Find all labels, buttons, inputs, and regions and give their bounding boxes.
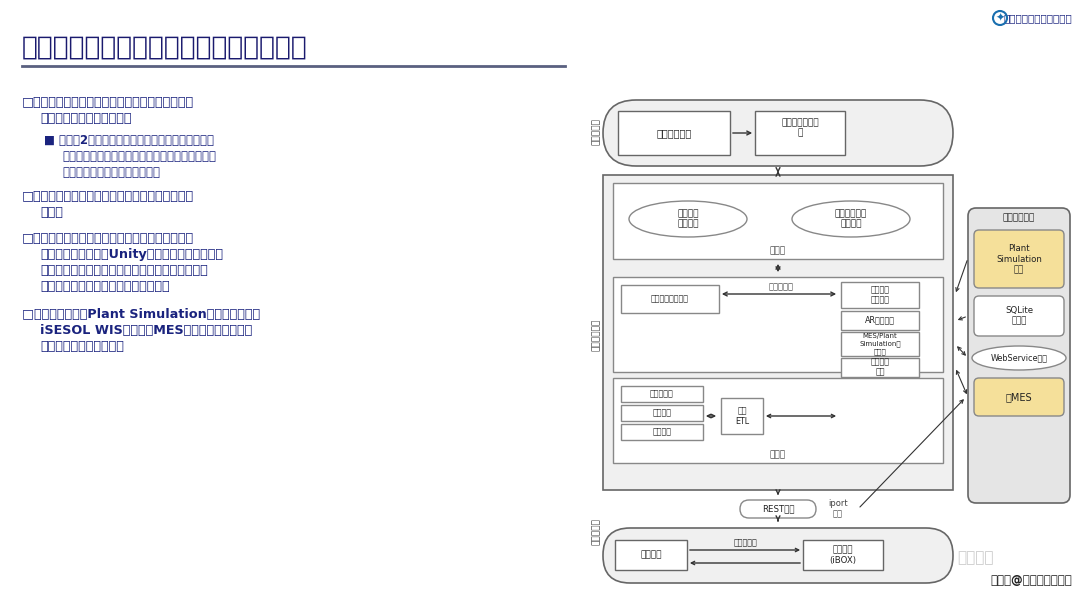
Bar [613, 183, 943, 259]
Bar [841, 332, 919, 356]
Text: 生产设备: 生产设备 [640, 550, 662, 559]
FancyBboxPatch shape [603, 100, 953, 166]
Text: 虚拟模型层: 虚拟模型层 [592, 119, 600, 145]
Text: 字孪生引擎部分包括了数字孪生系统的服务功能，: 字孪生引擎部分包括了数字孪生系统的服务功能， [62, 150, 216, 163]
Bar [615, 540, 687, 570]
Text: 生产数据: 生产数据 [652, 427, 672, 437]
Text: 云MES: 云MES [1005, 392, 1032, 402]
Text: ■ 参考第2章的实现框架，因为是原型系统，所以数: ■ 参考第2章的实现框架，因为是原型系统，所以数 [44, 134, 214, 147]
FancyBboxPatch shape [974, 296, 1064, 336]
Text: 三维虚拟模型: 三维虚拟模型 [657, 128, 691, 138]
Text: 设备健康
评估模型: 设备健康 评估模型 [677, 209, 699, 229]
Text: 设备交互
接口: 设备交互 接口 [870, 358, 890, 377]
Text: WebService接口: WebService接口 [990, 353, 1048, 362]
Text: AR交互接口: AR交互接口 [865, 316, 895, 325]
Text: iSESOL WIS提供的云MES，为数字孪生引擎提: iSESOL WIS提供的云MES，为数字孪生引擎提 [40, 324, 253, 337]
Text: 虚拟模型也承担了部分人机交互功能。: 虚拟模型也承担了部分人机交互功能。 [40, 280, 170, 293]
Bar [621, 285, 719, 313]
Text: 数字孪生技术与工程实践: 数字孪生技术与工程实践 [1003, 13, 1072, 23]
FancyBboxPatch shape [740, 500, 816, 518]
Text: 引擎和虚拟模型层三部分。: 引擎和虚拟模型层三部分。 [40, 112, 132, 125]
Text: 搜狐号@镁行链盟研究院: 搜狐号@镁行链盟研究院 [990, 573, 1072, 587]
Text: 虚拟动作。部分信息在通过虚拟模型展示，因此，: 虚拟动作。部分信息在通过虚拟模型展示，因此， [40, 264, 207, 277]
FancyBboxPatch shape [603, 528, 953, 583]
Bar [841, 358, 919, 377]
Bar [721, 398, 762, 434]
FancyBboxPatch shape [974, 230, 1064, 288]
Text: 构建三维模型并且在Unity平台实现了制造单元的: 构建三维模型并且在Unity平台实现了制造单元的 [40, 248, 222, 261]
Bar [621, 405, 703, 421]
Bar [841, 311, 919, 330]
FancyBboxPatch shape [974, 378, 1064, 416]
Bar [613, 378, 943, 463]
Bar [621, 386, 703, 402]
Bar [618, 111, 730, 155]
Text: SQLite
数据库: SQLite 数据库 [1004, 306, 1034, 326]
Text: 虚拟模型
交互接口: 虚拟模型 交互接口 [870, 285, 890, 305]
Text: 数据
ETL: 数据 ETL [734, 406, 750, 426]
Bar [613, 277, 943, 372]
Text: iport
协议: iport 协议 [828, 499, 848, 519]
Bar [841, 282, 919, 308]
Text: ✦: ✦ [996, 13, 1004, 23]
Text: 计算交互层: 计算交互层 [769, 283, 794, 291]
Ellipse shape [629, 201, 747, 237]
Bar [603, 175, 953, 490]
Text: □物理单元层就是带数字接口的智能制造单元硬件: □物理单元层就是带数字接口的智能制造单元硬件 [22, 190, 194, 203]
Text: 数据层: 数据层 [770, 451, 786, 460]
Text: □整个数字孪生系统包括了物理单元层、数字孪生: □整个数字孪生系统包括了物理单元层、数字孪生 [22, 96, 194, 109]
Text: 模型层: 模型层 [770, 246, 786, 255]
Text: 设备。: 设备。 [40, 206, 63, 219]
Ellipse shape [792, 201, 910, 237]
FancyBboxPatch shape [968, 208, 1070, 503]
Ellipse shape [972, 346, 1066, 370]
Text: REST接口: REST接口 [761, 505, 794, 514]
Text: Plant
Simulation
模型: Plant Simulation 模型 [996, 244, 1042, 274]
Text: 智能制造单元数字孪生原型系统构建框架: 智能制造单元数字孪生原型系统构建框架 [22, 35, 308, 61]
Text: 车间性能指标
评估模型: 车间性能指标 评估模型 [835, 209, 867, 229]
Text: 数字孪生引擎: 数字孪生引擎 [592, 319, 600, 351]
Text: 工业以太网: 工业以太网 [733, 539, 757, 547]
Text: 供仿真和生产过程信息。: 供仿真和生产过程信息。 [40, 340, 124, 353]
Text: 模型服务计算模块: 模型服务计算模块 [651, 294, 689, 303]
Text: 镁行链盟: 镁行链盟 [957, 550, 994, 565]
Text: □外部软件包括了Plant Simulation生产仿真平台和: □外部软件包括了Plant Simulation生产仿真平台和 [22, 308, 260, 321]
Text: 实现孪生智能的对外服务接口。: 实现孪生智能的对外服务接口。 [62, 166, 160, 179]
Bar [755, 111, 845, 155]
Text: 仿真数据: 仿真数据 [652, 409, 672, 418]
Text: MES/Plant
Simulation交
互接口: MES/Plant Simulation交 互接口 [860, 333, 901, 354]
Text: □虚拟模型层也就是虚拟制造单元，通过三维建模: □虚拟模型层也就是虚拟制造单元，通过三维建模 [22, 232, 194, 245]
Text: 通信设备
(iBOX): 通信设备 (iBOX) [829, 545, 856, 565]
Text: 设备层数据: 设备层数据 [650, 390, 674, 398]
Text: 外部软件系统: 外部软件系统 [1003, 213, 1035, 223]
Text: 物理单元层: 物理单元层 [592, 519, 600, 545]
Bar [804, 540, 883, 570]
Text: 虚拟设备动作模
型: 虚拟设备动作模 型 [781, 119, 819, 137]
Bar [621, 424, 703, 440]
